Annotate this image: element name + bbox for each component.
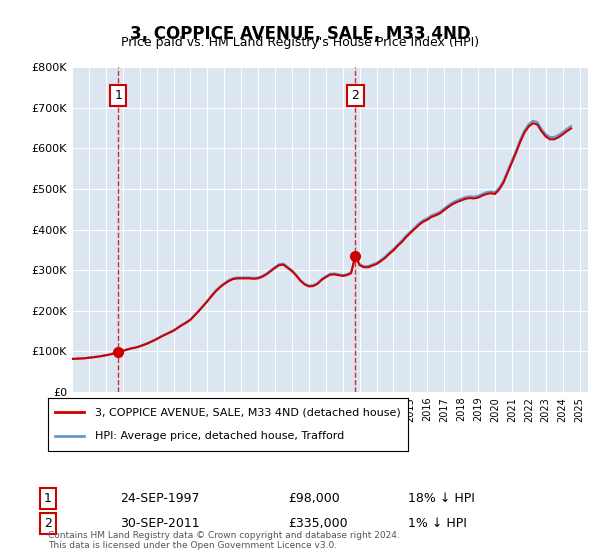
- Text: 2: 2: [352, 89, 359, 102]
- Text: Contains HM Land Registry data © Crown copyright and database right 2024.
This d: Contains HM Land Registry data © Crown c…: [48, 530, 400, 550]
- Text: £335,000: £335,000: [288, 517, 347, 530]
- Text: 30-SEP-2011: 30-SEP-2011: [120, 517, 200, 530]
- Text: Price paid vs. HM Land Registry's House Price Index (HPI): Price paid vs. HM Land Registry's House …: [121, 36, 479, 49]
- Text: HPI: Average price, detached house, Trafford: HPI: Average price, detached house, Traf…: [95, 431, 344, 441]
- Text: 1: 1: [44, 492, 52, 505]
- Text: 1: 1: [114, 89, 122, 102]
- Text: 24-SEP-1997: 24-SEP-1997: [120, 492, 199, 505]
- Text: 3, COPPICE AVENUE, SALE, M33 4ND (detached house): 3, COPPICE AVENUE, SALE, M33 4ND (detach…: [95, 408, 401, 418]
- Text: 2: 2: [44, 517, 52, 530]
- Text: 3, COPPICE AVENUE, SALE, M33 4ND: 3, COPPICE AVENUE, SALE, M33 4ND: [130, 25, 470, 43]
- Text: £98,000: £98,000: [288, 492, 340, 505]
- Text: 18% ↓ HPI: 18% ↓ HPI: [408, 492, 475, 505]
- Text: 1% ↓ HPI: 1% ↓ HPI: [408, 517, 467, 530]
